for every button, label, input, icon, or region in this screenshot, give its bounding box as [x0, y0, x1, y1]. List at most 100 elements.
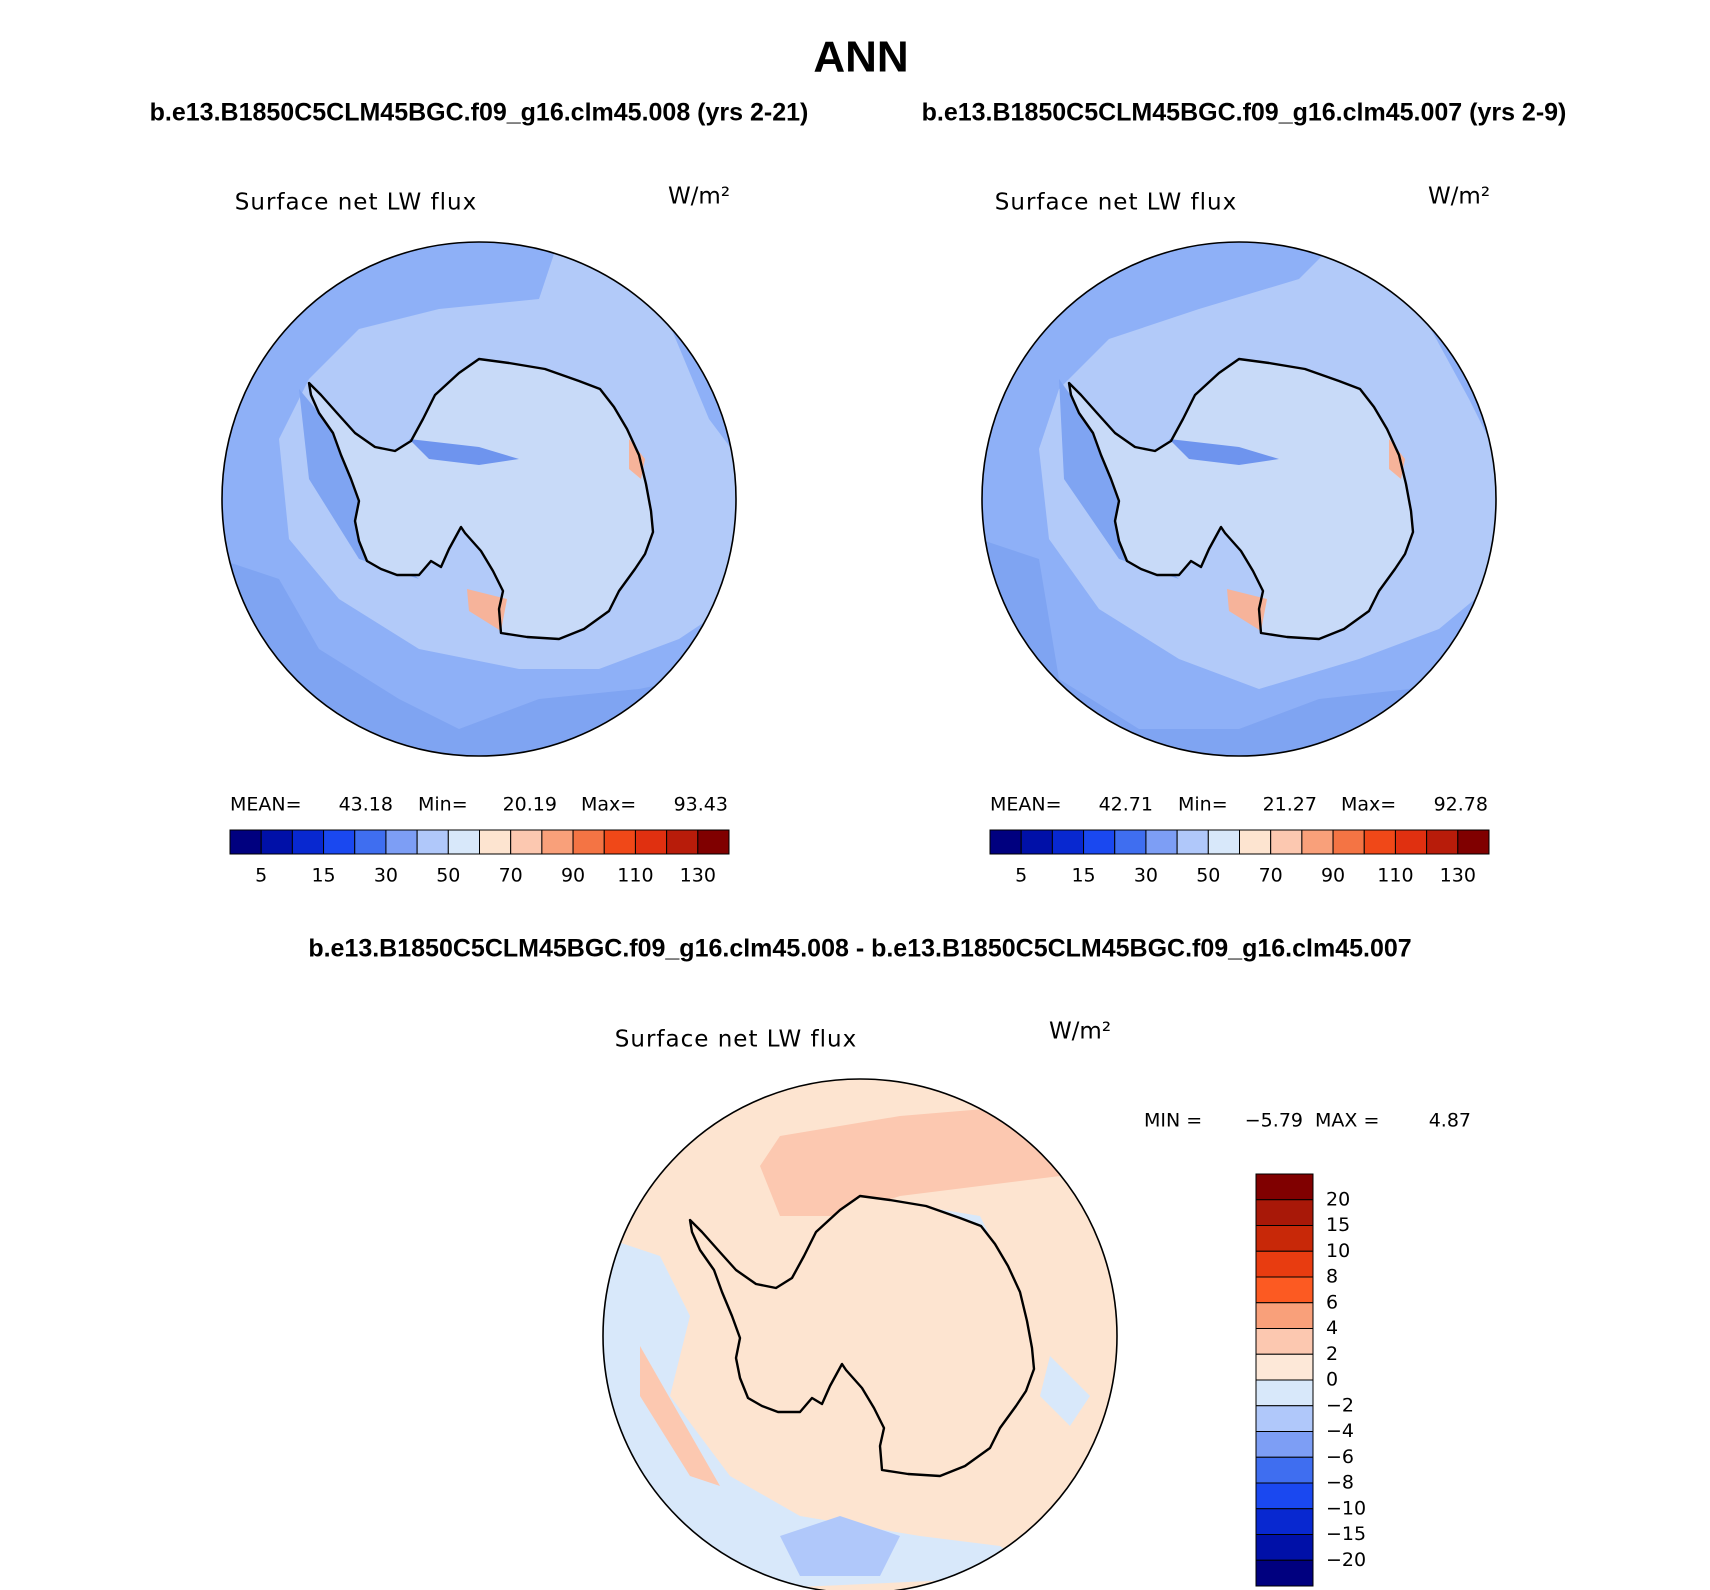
- colorbar-box: [1255, 1250, 1314, 1278]
- colorbar-box: [229, 829, 262, 855]
- colorbar-label: −2: [1326, 1394, 1354, 1416]
- colorbar-box: [291, 829, 325, 855]
- map-fill: [409, 439, 519, 465]
- colorbar-box: [510, 829, 543, 855]
- colorbar-box: [1255, 1302, 1314, 1329]
- stat-label: MEAN=: [990, 794, 1062, 816]
- colorbar-box: [447, 829, 480, 855]
- colorbar-box: [1255, 1534, 1314, 1561]
- colorbar-box: [697, 829, 730, 855]
- colorbar-label: 110: [1377, 865, 1413, 887]
- colorbar-label: 10: [1326, 1240, 1350, 1262]
- colorbar-box: [1255, 1431, 1314, 1458]
- colorbar-box: [1255, 1199, 1314, 1226]
- stat-label: MIN =: [1144, 1110, 1202, 1132]
- stat-value: 93.43: [674, 794, 728, 816]
- colorbar-box: [1207, 829, 1240, 855]
- colorbar-box: [572, 829, 605, 855]
- colorbar-label: 6: [1326, 1291, 1338, 1313]
- stat-value: 21.27: [1263, 794, 1317, 816]
- colorbar-label: 90: [561, 865, 585, 887]
- colorbar-box: [666, 829, 699, 855]
- colorbar-label: 20: [1326, 1188, 1350, 1210]
- colorbar-box: [1301, 829, 1334, 855]
- map-fill: [1040, 1356, 1090, 1426]
- colorbar-label: 15: [1326, 1214, 1350, 1236]
- map-fill: [603, 1236, 1040, 1590]
- colorbar-box: [603, 829, 636, 855]
- colorbar-box: [385, 829, 418, 855]
- colorbar-box: [416, 829, 449, 855]
- colorbar-box: [541, 829, 574, 855]
- colorbar-box: [1114, 829, 1147, 855]
- colorbar-box: [1255, 1353, 1314, 1381]
- colorbar-label: 70: [1259, 865, 1283, 887]
- panel-subtitle: b.e13.B1850C5CLM45BGC.f09_g16.clm45.008 …: [308, 935, 1411, 963]
- colorbar-label: 130: [680, 865, 716, 887]
- colorbar-label: 8: [1326, 1266, 1338, 1288]
- map-fill: [640, 1346, 720, 1486]
- map-fill: [982, 242, 1496, 756]
- colorbar-box: [1255, 1225, 1314, 1252]
- colorbar-box: [354, 829, 387, 855]
- colorbar-box: [323, 829, 356, 855]
- map-fill: [1389, 439, 1405, 479]
- map-fill: [760, 1106, 1060, 1216]
- stat-label: Max=: [1341, 794, 1396, 816]
- colorbar-box: [1332, 829, 1365, 855]
- colorbar-box: [260, 829, 293, 855]
- colorbar-box: [1255, 1379, 1314, 1407]
- colorbar-box: [1363, 829, 1396, 855]
- colorbar-box: [1255, 1508, 1314, 1535]
- colorbar-box: [1255, 1482, 1314, 1510]
- polar-map: [221, 241, 737, 757]
- stat-label: MAX =: [1315, 1110, 1379, 1132]
- colorbar-box: [1239, 829, 1272, 855]
- colorbar-box: [1394, 829, 1428, 855]
- stat-value: 4.87: [1429, 1110, 1471, 1132]
- colorbar-label: 15: [311, 865, 335, 887]
- colorbar-box: [1255, 1328, 1314, 1355]
- colorbar-label: 5: [255, 865, 267, 887]
- map-units: W/m²: [668, 184, 730, 210]
- stat-value: −5.79: [1245, 1110, 1303, 1132]
- colorbar-label: 50: [1196, 865, 1220, 887]
- stat-value: 43.18: [339, 794, 393, 816]
- map-fill: [1169, 439, 1279, 465]
- colorbar-label: 4: [1326, 1317, 1338, 1339]
- colorbar-label: −4: [1326, 1420, 1354, 1442]
- colorbar-label: 5: [1015, 865, 1027, 887]
- colorbar-box: [1255, 1559, 1314, 1587]
- figure-title: ANN: [813, 33, 908, 82]
- stat-value: 20.19: [503, 794, 557, 816]
- map-title: Surface net LW flux: [995, 190, 1237, 216]
- colorbar-label: −20: [1326, 1549, 1366, 1571]
- colorbar-box: [989, 829, 1022, 855]
- colorbar-label: −10: [1326, 1497, 1366, 1519]
- colorbar-box: [634, 829, 668, 855]
- stat-value: 92.78: [1434, 794, 1488, 816]
- map-fill: [629, 439, 645, 479]
- panel-subtitle: b.e13.B1850C5CLM45BGC.f09_g16.clm45.007 …: [922, 99, 1567, 127]
- map-units: W/m²: [1049, 1019, 1111, 1045]
- colorbar-label: 30: [1134, 865, 1158, 887]
- map-border: [981, 241, 1497, 757]
- map-title: Surface net LW flux: [615, 1027, 857, 1053]
- map-fill: [982, 539, 1496, 756]
- map-fill: [1227, 589, 1267, 631]
- colorbar-box: [1051, 829, 1085, 855]
- colorbar-label: 15: [1071, 865, 1095, 887]
- map-border: [221, 241, 737, 757]
- colorbar-box: [1020, 829, 1053, 855]
- colorbar-label: −8: [1326, 1472, 1354, 1494]
- colorbar-label: 50: [436, 865, 460, 887]
- map-fill: [222, 559, 736, 756]
- polar-map: [981, 241, 1497, 757]
- polar-map: [602, 1078, 1118, 1590]
- colorbar-label: 130: [1440, 865, 1476, 887]
- colorbar-label: 90: [1321, 865, 1345, 887]
- colorbar-label: 70: [499, 865, 523, 887]
- map-fill: [780, 1516, 900, 1576]
- stat-label: Max=: [581, 794, 636, 816]
- colorbar-box: [1255, 1276, 1314, 1304]
